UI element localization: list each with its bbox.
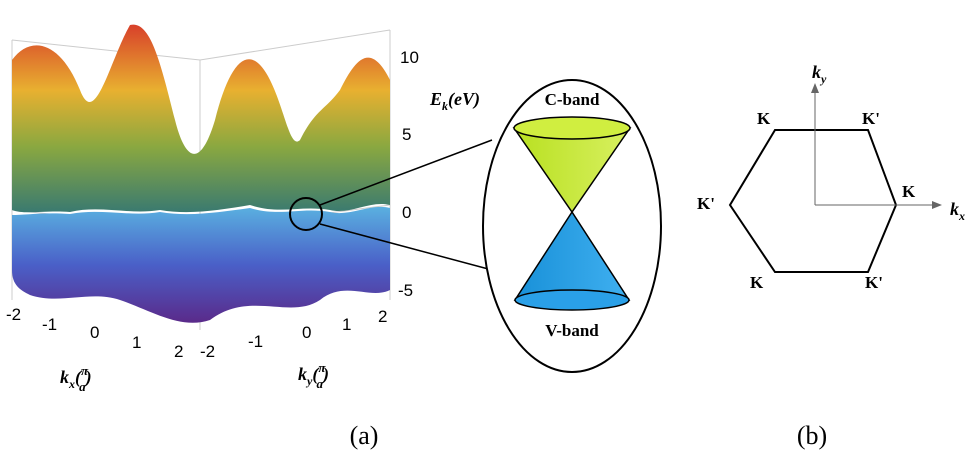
caption: (a): [350, 421, 379, 450]
zoom-line: [319, 223, 493, 271]
energy-label: Ek(eV): [429, 89, 480, 113]
energy-tick: 0: [402, 203, 411, 222]
ky-tick: -1: [248, 332, 263, 351]
symbol: k: [950, 199, 959, 219]
arrow-head: [932, 201, 942, 209]
dirac-cone-inset: C-band V-band: [482, 79, 662, 373]
subscript: y: [305, 374, 313, 388]
kx-tick: 1: [132, 333, 141, 352]
paren: (: [75, 367, 83, 388]
zoom-line: [319, 139, 493, 206]
kx-tick: -2: [6, 305, 21, 324]
subscript: x: [68, 377, 75, 391]
ky-tick: 0: [302, 323, 311, 342]
caption: (b): [797, 421, 827, 450]
symbol: k: [298, 364, 307, 384]
conduction-surface: [12, 24, 390, 213]
kx-label: kx: [950, 199, 965, 223]
numerator: π: [318, 360, 326, 375]
kx-label: kx(π a): [60, 363, 92, 394]
subscript: y: [819, 72, 827, 86]
denominator: a: [316, 376, 323, 391]
ky-label: ky: [812, 62, 827, 86]
k-point: K: [902, 182, 916, 201]
arrow-head: [811, 83, 819, 93]
k-point: K: [750, 273, 764, 292]
denominator: a: [79, 379, 86, 394]
ky-tick: 2: [378, 307, 387, 326]
symbol: k: [812, 62, 821, 82]
paren: ): [84, 367, 92, 388]
k-point: K': [865, 273, 883, 292]
kx-tick: 2: [174, 342, 183, 361]
kx-tick: -1: [42, 315, 57, 334]
energy-tick: 5: [402, 125, 411, 144]
k-point: K': [697, 194, 715, 213]
brillouin-zone: ky kx K K' K K' K K': [697, 62, 965, 292]
surface-plot: 10 5 0 -5 Ek(eV) -2 -1 0 1 2 -2 -1 0 1 2…: [6, 24, 493, 394]
k-point: K: [757, 109, 771, 128]
kx-tick: 0: [90, 323, 99, 342]
unit: (eV): [448, 89, 480, 110]
subscript: k: [442, 99, 448, 113]
valence-surface: [12, 206, 390, 323]
band-label: C-band: [545, 90, 600, 109]
symbol: k: [60, 367, 69, 387]
subscript: x: [958, 209, 965, 223]
cone-rim: [514, 289, 630, 311]
symbol: E: [429, 89, 442, 109]
cone-rim: [513, 116, 631, 140]
ky-tick: 1: [342, 315, 351, 334]
energy-tick: 10: [400, 48, 419, 67]
paren: (: [312, 364, 320, 385]
paren: ): [321, 364, 329, 385]
k-point: K': [862, 109, 880, 128]
ky-label: ky(π a): [298, 360, 329, 391]
hexagon: [728, 129, 898, 273]
dirac-point-marker: [289, 197, 323, 231]
band-label: V-band: [545, 321, 599, 340]
ky-tick: -2: [200, 342, 215, 361]
energy-tick: -5: [398, 281, 413, 300]
numerator: π: [81, 363, 89, 378]
